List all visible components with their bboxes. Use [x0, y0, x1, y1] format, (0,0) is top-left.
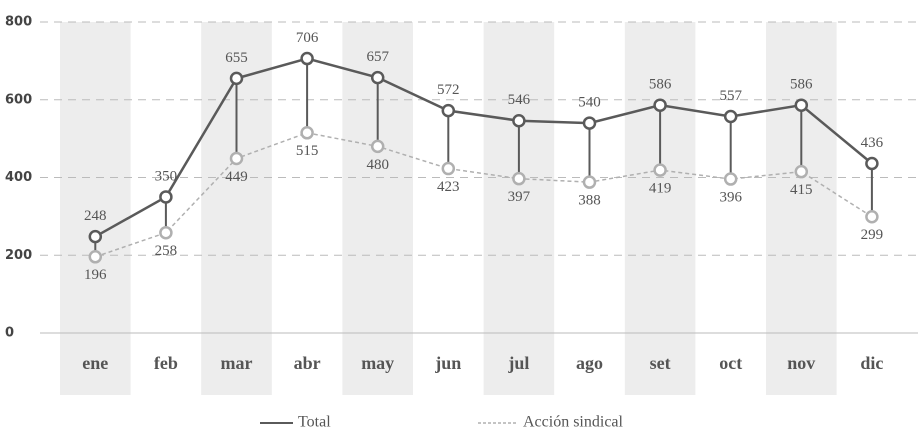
data-label: 557 — [719, 88, 742, 104]
point — [441, 103, 456, 118]
data-label: 546 — [508, 92, 531, 108]
point — [300, 51, 314, 66]
data-label: 388 — [578, 193, 601, 209]
legend-label: Acción sindical — [523, 414, 624, 431]
data-label: 248 — [84, 208, 107, 224]
data-label: 350 — [155, 168, 178, 184]
data-label: 415 — [790, 182, 813, 198]
point — [512, 171, 526, 186]
y-tick-label: 600 — [5, 92, 32, 107]
x-tick-label: feb — [154, 353, 178, 373]
point — [794, 164, 809, 179]
point — [159, 225, 173, 240]
data-label: 515 — [296, 143, 319, 159]
point — [653, 98, 667, 112]
data-label: 436 — [861, 135, 884, 151]
point — [865, 210, 879, 224]
point — [582, 116, 597, 130]
data-label: 299 — [861, 227, 884, 243]
data-label: 540 — [578, 95, 601, 111]
point — [794, 98, 809, 112]
point — [582, 175, 597, 189]
data-label: 586 — [790, 77, 813, 93]
data-label: 657 — [366, 49, 389, 65]
x-tick-label: oct — [719, 353, 742, 373]
x-tick-label: mar — [221, 353, 253, 373]
data-label: 396 — [719, 189, 742, 205]
point — [441, 161, 456, 176]
point — [229, 71, 244, 86]
x-tick-label: abr — [294, 353, 321, 373]
point — [88, 229, 103, 244]
point — [865, 156, 879, 171]
data-label: 572 — [437, 82, 460, 98]
x-tick-label: may — [361, 353, 394, 373]
point — [653, 163, 667, 177]
x-tick-label: jun — [434, 353, 461, 373]
point — [370, 139, 385, 154]
data-label: 706 — [296, 30, 319, 46]
data-label: 419 — [649, 181, 672, 197]
point — [88, 250, 103, 264]
point — [300, 126, 314, 140]
point — [229, 151, 244, 166]
data-label: 423 — [437, 179, 460, 195]
y-tick-label: 400 — [5, 170, 32, 185]
y-tick-label: 200 — [5, 248, 32, 263]
x-tick-label: dic — [860, 353, 883, 373]
data-label: 480 — [366, 157, 389, 173]
data-label: 196 — [84, 267, 107, 283]
y-tick-label: 800 — [5, 15, 32, 30]
data-label: 586 — [649, 77, 672, 93]
y-tick-label: 0 — [5, 326, 14, 341]
point — [159, 190, 173, 204]
x-tick-label: set — [650, 353, 671, 373]
data-label: 258 — [155, 243, 178, 259]
x-tick-label: ago — [576, 353, 603, 373]
point — [512, 113, 526, 128]
legend-label: Total — [298, 414, 331, 431]
data-label: 397 — [508, 189, 531, 205]
x-tick-label: nov — [787, 353, 815, 373]
column-band — [483, 22, 555, 395]
x-tick-label: jul — [507, 353, 529, 373]
point — [723, 109, 738, 124]
x-tick-label: ene — [82, 353, 108, 373]
data-label: 655 — [225, 50, 248, 66]
series-line — [95, 132, 873, 258]
point — [723, 172, 738, 186]
point — [370, 70, 385, 85]
series-line — [94, 57, 873, 238]
data-label: 449 — [225, 169, 248, 185]
